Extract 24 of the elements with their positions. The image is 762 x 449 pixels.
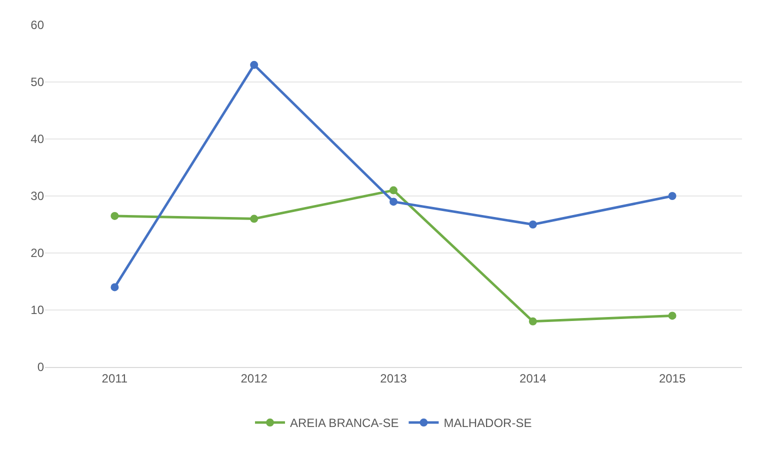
point [528,317,537,326]
point [390,198,398,206]
y-tick-label: 0 [37,360,44,374]
point [250,60,258,69]
y-tick-label: 60 [30,18,44,32]
x-tick-label: 2012 [240,371,268,386]
point [110,212,119,220]
x-tick-label: 2013 [380,371,408,386]
y-tick-label: 10 [30,303,44,318]
point [390,186,398,194]
point [668,192,676,200]
legend-label: AREIA BRANCA-SE [290,416,399,430]
legend-label: MALHADOR-SE [444,416,532,430]
x-tick-label: 2015 [658,371,686,386]
x-tick-label: 2011 [102,371,128,386]
x-tick-label: 2014 [520,371,547,386]
y-tick-label: 30 [30,189,44,204]
point [528,220,537,228]
point [668,312,676,320]
point [110,283,119,292]
y-tick-label: 50 [30,75,44,90]
y-tick-label: 20 [30,246,44,260]
y-tick-label: 40 [30,132,44,146]
point [250,214,258,223]
